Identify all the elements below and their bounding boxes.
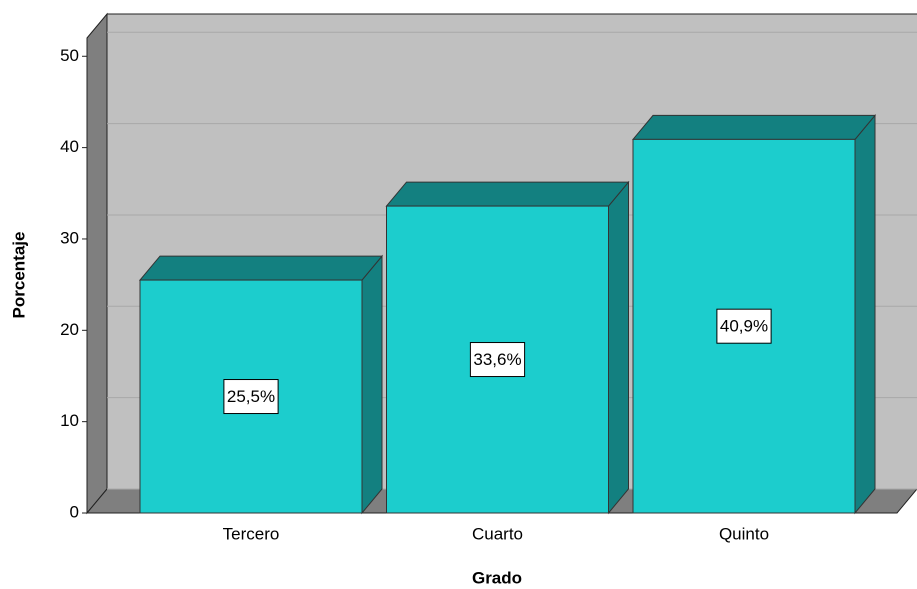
value-label-box — [716, 308, 772, 344]
y-tick-label: 0 — [70, 502, 79, 521]
value-label-box — [223, 379, 279, 415]
bar-top — [138, 255, 384, 281]
bar-side — [608, 180, 629, 515]
y-axis-title: Porcentaje — [9, 232, 28, 319]
y-tick-label: 20 — [60, 320, 79, 339]
y-tick-label: 30 — [60, 228, 79, 247]
y-tick-label: 40 — [60, 137, 79, 156]
bar-side — [854, 114, 876, 515]
left-wall — [86, 12, 108, 515]
x-axis-title: Grado — [472, 568, 522, 587]
bar-top — [385, 181, 630, 207]
value-label: 25,5% — [227, 387, 275, 406]
bar-side — [361, 254, 383, 515]
x-tick-label: Quinto — [719, 524, 769, 543]
x-tick-label: Tercero — [223, 524, 280, 543]
value-label-box — [469, 342, 526, 378]
bar-top — [631, 114, 877, 140]
x-tick-label: Cuarto — [472, 524, 523, 543]
value-label: 33,6% — [473, 350, 521, 369]
value-label: 40,9% — [720, 317, 768, 336]
y-tick-label: 50 — [60, 46, 79, 65]
y-tick-label: 10 — [60, 411, 79, 430]
